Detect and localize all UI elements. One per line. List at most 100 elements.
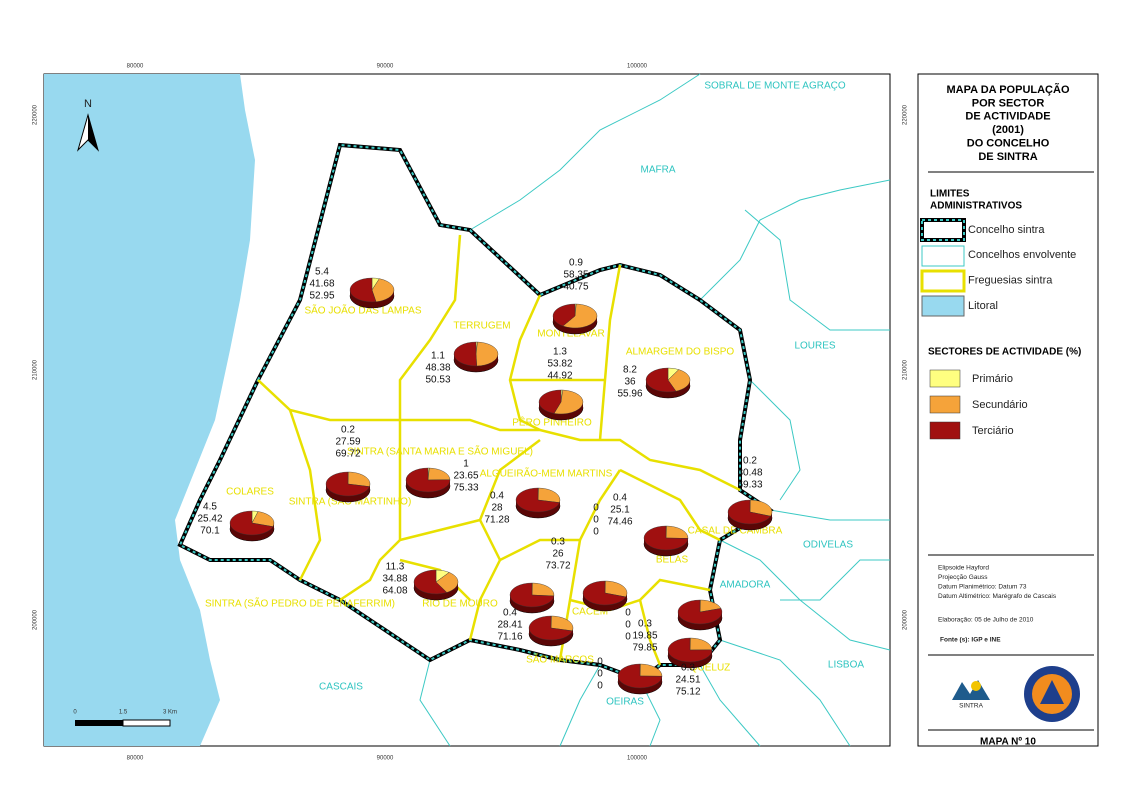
legend-sector-label: Terciário <box>972 425 1014 437</box>
sector-value: 0.3 <box>681 663 695 674</box>
sector-value: 75.33 <box>453 483 478 494</box>
pie-slice <box>553 389 584 415</box>
sector-value: 50.53 <box>425 375 450 386</box>
sector-value: 8.2 <box>623 365 637 376</box>
sector-value: 1.1 <box>431 351 445 362</box>
legend-limit-label: Freguesias sintra <box>968 275 1053 287</box>
north-label: N <box>84 98 92 110</box>
pie-slice <box>251 511 275 527</box>
sector-value: 4.5 <box>203 502 217 513</box>
sector-value: 27.59 <box>335 437 360 448</box>
sector-value: 0.4 <box>490 491 504 502</box>
municipality-label: LOURES <box>794 341 835 352</box>
x-coordinate: 100000 <box>627 64 648 70</box>
sector-value: 0 <box>593 503 599 514</box>
sector-value: 36 <box>624 377 636 388</box>
sector-value: 0.9 <box>569 258 583 269</box>
sector-value: 28 <box>491 503 503 514</box>
legend-heading: SECTORES DE ACTIVIDADE (%) <box>928 347 1081 358</box>
pie-slice <box>413 569 448 595</box>
pie-slice <box>229 510 274 536</box>
parish-label: ALMARGEM DO BISPO <box>626 347 735 358</box>
sector-value: 1 <box>463 459 469 470</box>
scale-label: 0 <box>73 710 77 716</box>
legend-limit-label: Concelhos envolvente <box>968 249 1076 261</box>
pie-slice <box>667 369 691 392</box>
pie-slice <box>582 580 627 606</box>
sector-value: 40.75 <box>563 282 588 293</box>
sector-value: 71.16 <box>497 632 522 643</box>
parish-label: SÃO MARCOS <box>526 653 594 666</box>
legend-title: DO CONCELHO <box>967 138 1050 150</box>
pie-slice <box>537 487 561 503</box>
sector-value: 0 <box>625 632 631 643</box>
legend-sector-label: Primário <box>972 373 1013 385</box>
sector-value: 0.4 <box>613 493 627 504</box>
pie-slice <box>371 278 395 303</box>
parish-label: SÃO JOÃO DAS LAMPAS <box>304 304 421 317</box>
sector-value: 11.3 <box>386 562 405 573</box>
sector-value: 53.82 <box>547 359 572 370</box>
scale-label: 1.5 <box>119 710 128 716</box>
sector-value: 0 <box>597 681 603 692</box>
sector-value: 0 <box>597 669 603 680</box>
x-coordinate: 90000 <box>377 64 394 70</box>
sector-value: 23.65 <box>453 471 478 482</box>
legend-title: MAPA DA POPULAÇÃO <box>946 83 1069 96</box>
x-coordinate: 100000 <box>627 756 648 762</box>
sector-value: 26 <box>552 549 564 560</box>
sector-value: 69.72 <box>335 449 360 460</box>
legend-limit-label: Litoral <box>968 300 998 312</box>
municipality-label: OEIRAS <box>606 697 644 708</box>
sector-value: 28.41 <box>497 620 522 631</box>
pie-slice <box>727 499 771 525</box>
parish-label: QUELUZ <box>690 663 731 674</box>
sector-value: 0 <box>625 608 631 619</box>
pie-slice <box>427 467 451 481</box>
pie-slice <box>639 663 663 677</box>
y-coordinate: 200000 <box>33 609 39 630</box>
pie-slice <box>667 637 713 663</box>
legend-swatch <box>929 369 961 388</box>
parish-label: PÊRO PINHEIRO <box>512 416 592 429</box>
municipality-label: CASCAIS <box>319 682 363 693</box>
pie-slice <box>550 615 574 632</box>
pie-slice <box>552 303 576 327</box>
pie-slice <box>453 341 477 367</box>
sector-value: 64.08 <box>382 586 407 597</box>
pie-slice <box>325 471 370 497</box>
swatch-envolvente <box>921 245 965 267</box>
scale-label: 3 Km <box>163 710 177 716</box>
pie-slice <box>617 663 663 689</box>
y-coordinate: 210000 <box>903 359 909 380</box>
parish-label: BELAS <box>656 555 689 566</box>
municipality-label: AMADORA <box>720 580 771 591</box>
pie-slice <box>435 572 459 593</box>
sector-value: 0.3 <box>638 619 652 630</box>
map-number: MAPA Nº 10 <box>980 737 1036 748</box>
protection-emblem-triangle <box>1040 680 1064 704</box>
info-line: Datum Planimétrico: Datum 73 <box>938 584 1027 591</box>
parish-label: MONTELAVAR <box>537 329 604 340</box>
parish-label: ALGUEIRÃO-MEM MARTINS <box>480 467 613 480</box>
scale-bar <box>122 719 171 727</box>
swatch-sintra <box>920 218 966 242</box>
north-arrow-half <box>88 115 98 150</box>
pie-slice <box>677 599 723 625</box>
sector-value: 79.85 <box>632 643 657 654</box>
legend-swatch <box>929 421 961 440</box>
pie-slice <box>475 341 499 367</box>
sector-value: 0.3 <box>551 537 565 548</box>
swatch-sintra-dash <box>921 219 965 241</box>
y-coordinate: 210000 <box>33 359 39 380</box>
sector-value: 25.1 <box>610 505 630 516</box>
x-coordinate: 80000 <box>127 756 144 762</box>
sector-value: 69.33 <box>737 480 762 491</box>
parish-label: SINTRA (SÃO PEDRO DE PENAFERRIM) <box>205 597 395 610</box>
sector-value: 5.4 <box>315 267 329 278</box>
municipality-label: ODIVELAS <box>803 540 853 551</box>
municipality-label: SOBRAL DE MONTE AGRAÇO <box>704 81 846 92</box>
sector-value: 70.1 <box>200 526 220 537</box>
sector-value: 19.85 <box>632 631 657 642</box>
